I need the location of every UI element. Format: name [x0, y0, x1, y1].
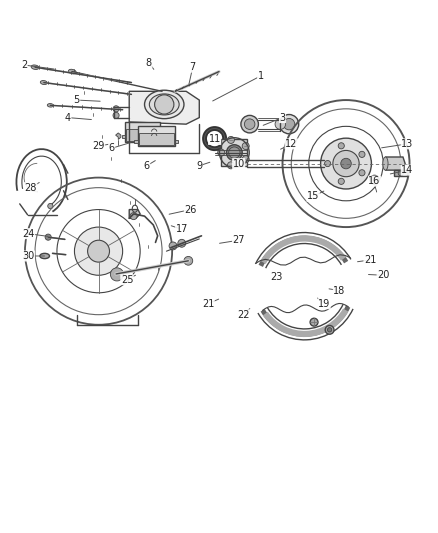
Circle shape: [241, 115, 258, 133]
Circle shape: [113, 112, 119, 118]
Polygon shape: [129, 91, 199, 124]
Ellipse shape: [149, 94, 179, 115]
Polygon shape: [122, 135, 125, 138]
Circle shape: [398, 171, 403, 176]
Circle shape: [279, 115, 299, 134]
Circle shape: [275, 119, 286, 130]
Circle shape: [333, 150, 359, 177]
Text: 18: 18: [333, 286, 346, 296]
Circle shape: [218, 149, 225, 156]
Text: 29: 29: [92, 141, 105, 151]
Circle shape: [338, 178, 344, 184]
Circle shape: [244, 119, 255, 130]
Polygon shape: [138, 126, 175, 146]
Polygon shape: [139, 133, 174, 145]
Ellipse shape: [383, 157, 388, 170]
Text: 2: 2: [21, 60, 27, 70]
Circle shape: [341, 158, 351, 169]
Circle shape: [359, 169, 365, 176]
Circle shape: [321, 138, 371, 189]
Text: 3: 3: [279, 112, 286, 123]
Ellipse shape: [40, 253, 49, 259]
Text: 5: 5: [74, 95, 80, 105]
Text: 12: 12: [285, 139, 297, 149]
Text: 7: 7: [190, 62, 196, 72]
Text: 4: 4: [65, 112, 71, 123]
Circle shape: [325, 326, 334, 334]
Circle shape: [110, 268, 124, 281]
Polygon shape: [394, 170, 407, 176]
Text: 27: 27: [233, 235, 245, 245]
Text: 28: 28: [25, 183, 37, 192]
Circle shape: [325, 160, 331, 167]
Text: 23: 23: [270, 272, 282, 282]
Text: 9: 9: [196, 161, 202, 171]
Circle shape: [370, 175, 379, 184]
Polygon shape: [134, 140, 138, 143]
Ellipse shape: [145, 90, 184, 119]
Text: 21: 21: [364, 255, 376, 265]
Text: 14: 14: [401, 165, 413, 175]
Circle shape: [227, 162, 234, 169]
Circle shape: [283, 118, 295, 130]
Text: 17: 17: [176, 224, 188, 235]
Text: 8: 8: [146, 58, 152, 68]
Polygon shape: [385, 157, 405, 170]
Circle shape: [242, 142, 249, 150]
Text: 6: 6: [144, 161, 150, 171]
Ellipse shape: [31, 65, 39, 69]
Text: 22: 22: [237, 310, 249, 320]
Circle shape: [227, 136, 234, 143]
Text: 13: 13: [401, 139, 413, 149]
Circle shape: [226, 145, 242, 160]
Text: 24: 24: [22, 229, 35, 239]
Text: 15: 15: [307, 191, 319, 201]
Circle shape: [229, 147, 240, 158]
Circle shape: [169, 242, 177, 250]
Text: 30: 30: [22, 251, 35, 261]
Circle shape: [327, 328, 332, 332]
Text: 21: 21: [202, 298, 214, 309]
Ellipse shape: [47, 103, 53, 107]
Polygon shape: [221, 140, 247, 166]
Circle shape: [359, 151, 365, 157]
Circle shape: [155, 95, 174, 114]
Circle shape: [184, 256, 193, 265]
Text: 19: 19: [318, 298, 330, 309]
Ellipse shape: [68, 69, 76, 74]
Polygon shape: [126, 130, 159, 141]
Circle shape: [74, 227, 123, 275]
Text: 6: 6: [109, 143, 115, 154]
Polygon shape: [160, 135, 163, 138]
Circle shape: [113, 106, 119, 112]
Circle shape: [48, 204, 53, 209]
Text: 1: 1: [258, 71, 264, 81]
Polygon shape: [129, 209, 140, 219]
Text: 11: 11: [208, 134, 221, 144]
Text: 25: 25: [121, 274, 133, 285]
Text: 20: 20: [377, 270, 389, 280]
Text: 10: 10: [233, 159, 245, 168]
Polygon shape: [175, 140, 178, 143]
Circle shape: [338, 143, 344, 149]
Polygon shape: [125, 122, 160, 142]
Circle shape: [130, 213, 137, 220]
Circle shape: [178, 239, 186, 247]
Circle shape: [88, 240, 110, 262]
Polygon shape: [116, 133, 121, 140]
Circle shape: [242, 156, 249, 163]
Circle shape: [310, 318, 318, 326]
Ellipse shape: [40, 80, 47, 85]
Text: 16: 16: [368, 176, 381, 186]
Circle shape: [45, 234, 51, 240]
Text: 26: 26: [184, 205, 197, 215]
